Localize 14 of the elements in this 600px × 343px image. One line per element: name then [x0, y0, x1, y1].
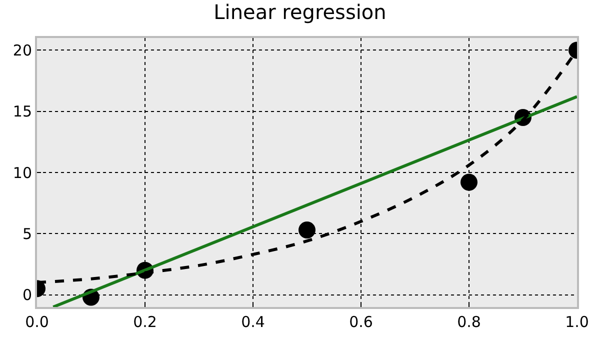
point [460, 174, 478, 191]
x-tick-label: 0.4 [241, 313, 265, 331]
x-tick-label: 0.8 [457, 313, 481, 331]
x-tick-label: 0.0 [25, 313, 49, 331]
x-tick-label: 1.0 [565, 313, 589, 331]
point [298, 221, 316, 238]
y-tick-label: 20 [12, 41, 32, 60]
x-tick-label: 0.6 [349, 313, 373, 331]
x-tick-label: 0.2 [133, 313, 157, 331]
y-tick-label: 10 [12, 164, 32, 182]
y-tick-label: 15 [12, 102, 32, 121]
chart-title: Linear regression [214, 0, 386, 24]
y-tick-label: 5 [22, 224, 32, 243]
y-tick-label: 0 [22, 286, 32, 304]
